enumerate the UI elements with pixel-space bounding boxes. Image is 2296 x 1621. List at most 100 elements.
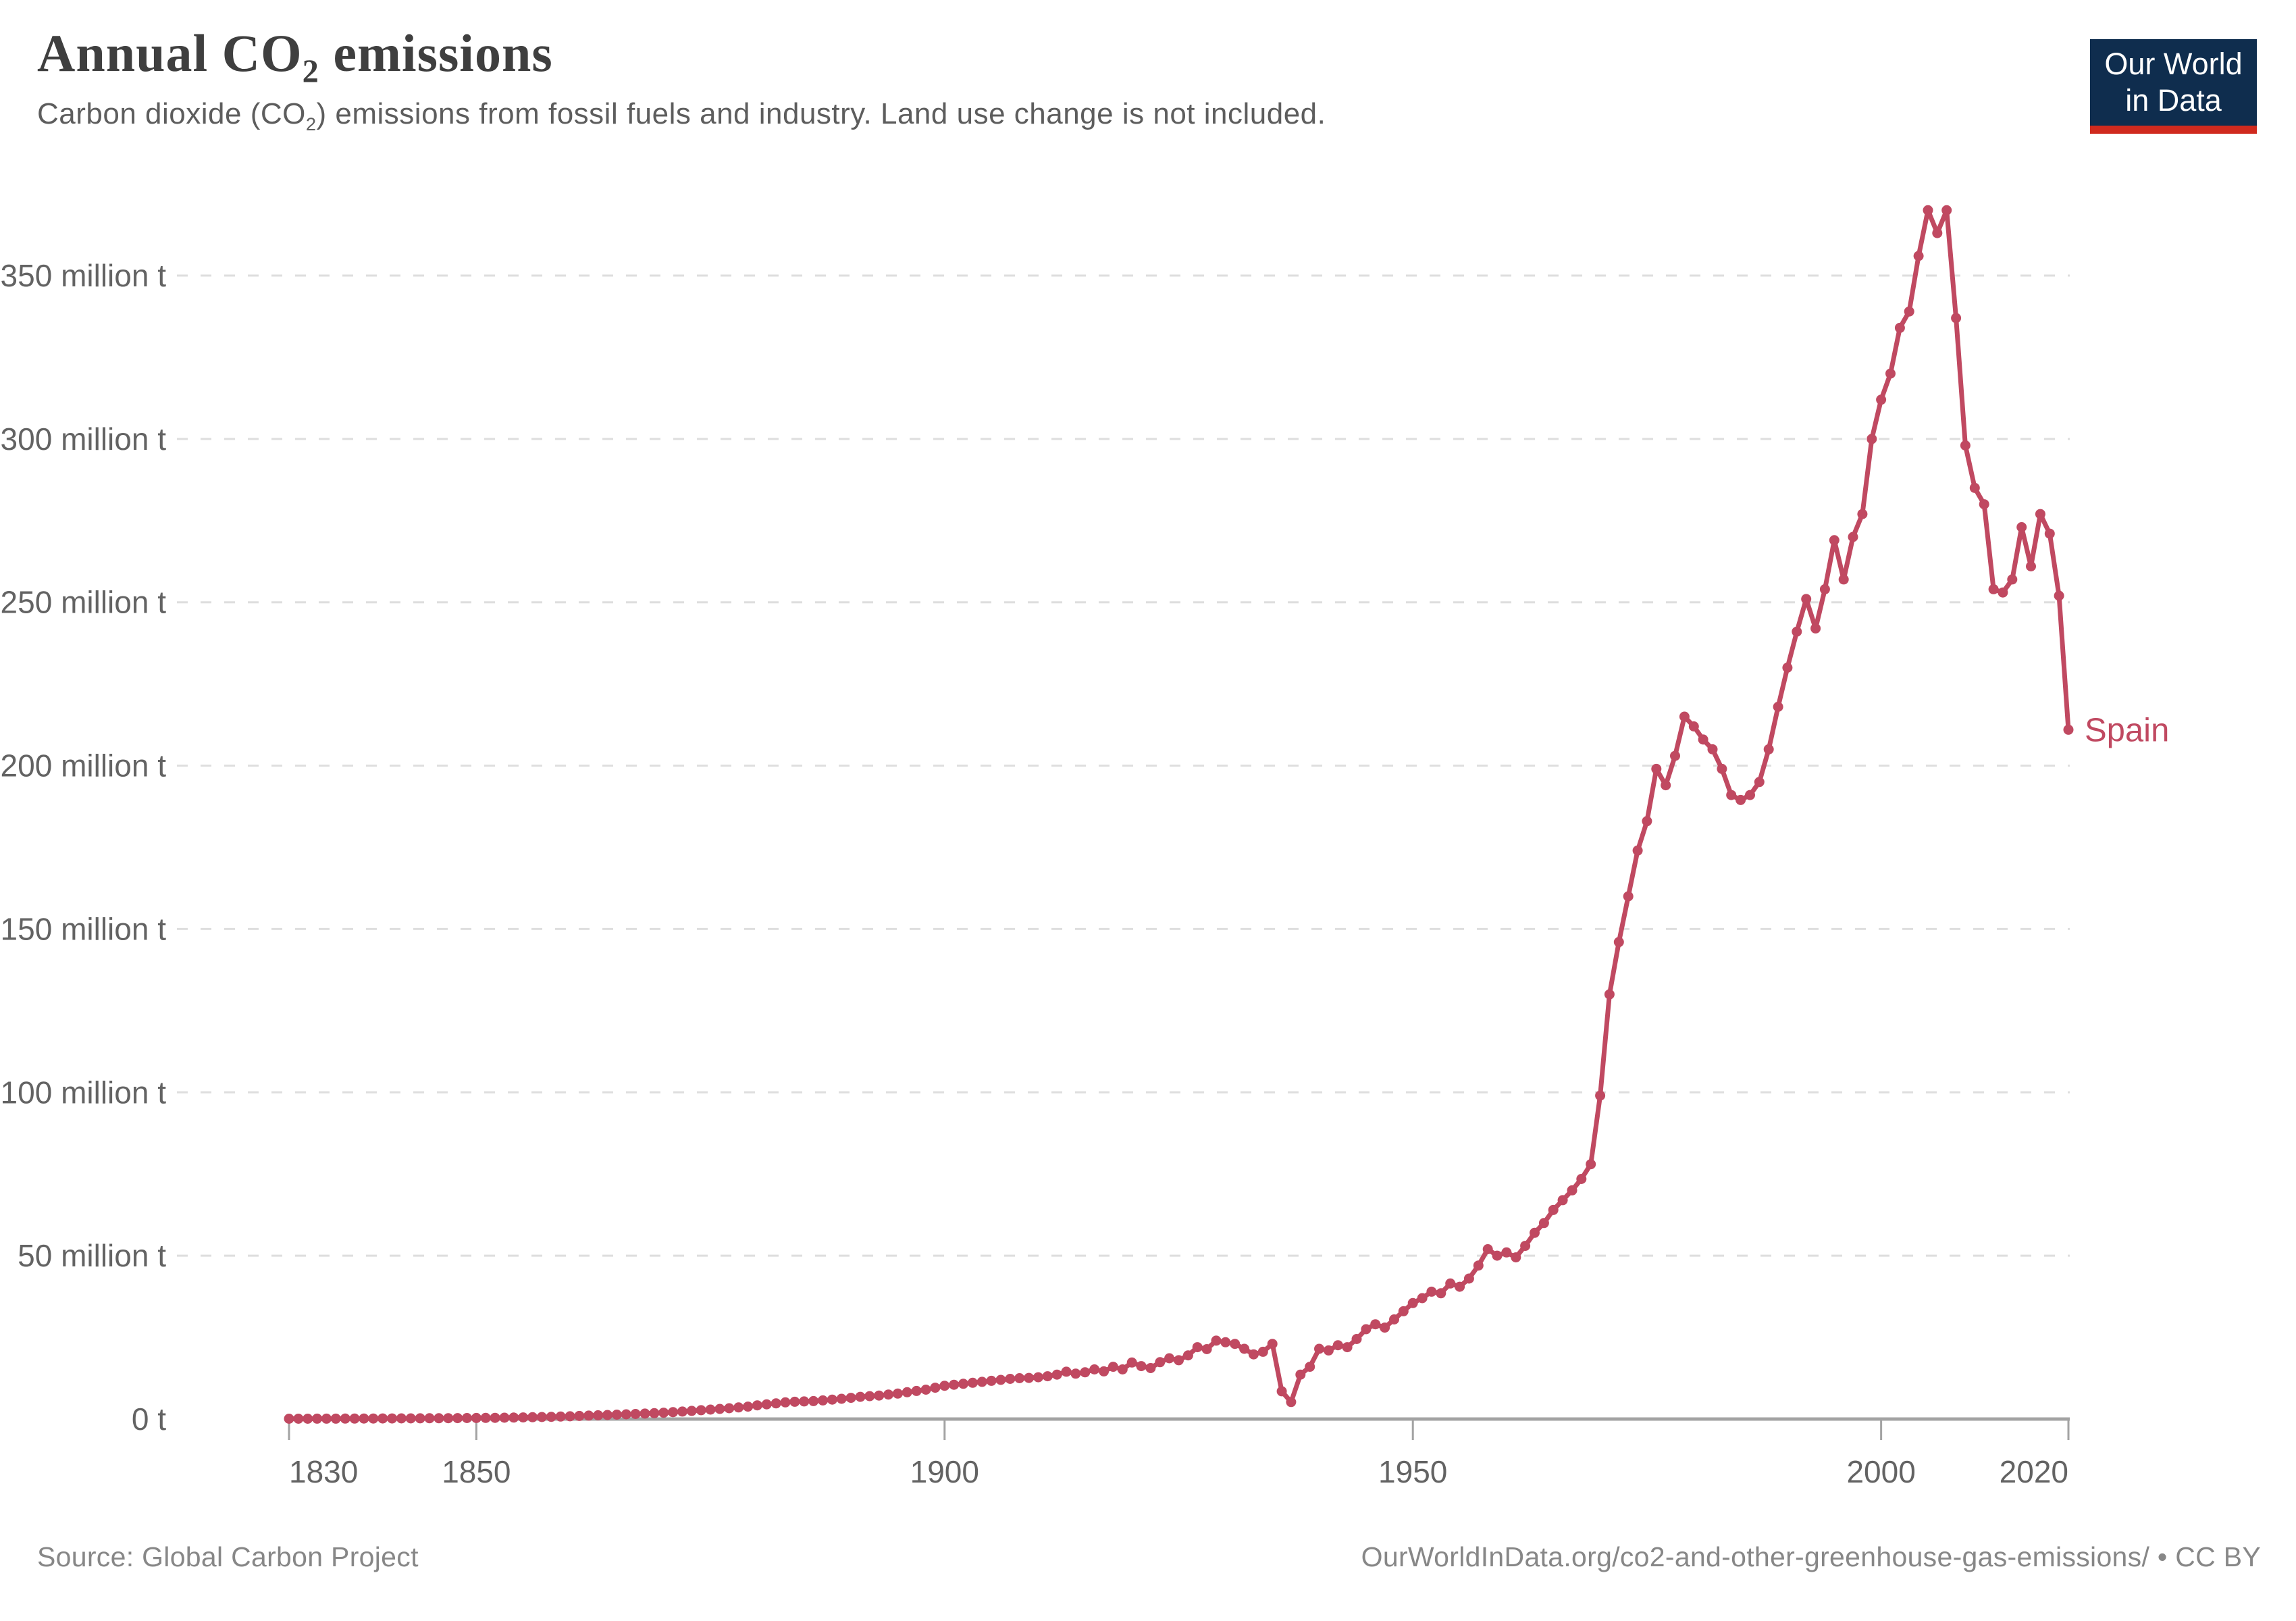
data-point bbox=[995, 1374, 1006, 1385]
data-point bbox=[480, 1412, 491, 1423]
data-point bbox=[1089, 1364, 1100, 1374]
data-point bbox=[1754, 777, 1765, 788]
data-point bbox=[2044, 528, 2055, 539]
data-point bbox=[1857, 509, 1868, 519]
y-axis-label: 50 million t bbox=[18, 1238, 166, 1273]
title-subscript: 2 bbox=[302, 53, 319, 90]
data-point bbox=[1080, 1367, 1091, 1378]
data-point bbox=[1557, 1195, 1568, 1206]
data-point bbox=[1773, 702, 1783, 712]
series-end-label: Spain bbox=[2085, 712, 2169, 748]
data-point bbox=[2063, 724, 2074, 735]
data-point bbox=[387, 1413, 398, 1424]
data-point bbox=[377, 1413, 388, 1424]
data-point bbox=[284, 1414, 294, 1424]
data-point bbox=[874, 1390, 885, 1401]
data-point bbox=[518, 1412, 529, 1423]
data-point bbox=[1670, 750, 1680, 761]
data-point bbox=[986, 1375, 997, 1386]
data-point bbox=[1661, 780, 1671, 791]
data-point bbox=[536, 1412, 547, 1422]
data-point bbox=[902, 1387, 912, 1397]
data-point bbox=[818, 1395, 828, 1406]
y-axis-label: 100 million t bbox=[1, 1075, 167, 1110]
data-point bbox=[1613, 937, 1624, 948]
data-point bbox=[462, 1413, 472, 1423]
data-point bbox=[1482, 1244, 1493, 1254]
data-point bbox=[845, 1393, 856, 1404]
data-point bbox=[1951, 313, 1962, 324]
data-point bbox=[911, 1385, 922, 1396]
data-point bbox=[883, 1389, 894, 1400]
data-point bbox=[1426, 1286, 1437, 1297]
data-point bbox=[855, 1391, 866, 1402]
data-point bbox=[1838, 574, 1849, 585]
data-point bbox=[1126, 1357, 1137, 1368]
data-point bbox=[1941, 205, 1952, 215]
data-point bbox=[1136, 1361, 1147, 1372]
data-point bbox=[1885, 368, 1896, 379]
data-point bbox=[1117, 1364, 1128, 1374]
data-point bbox=[1810, 623, 1821, 634]
data-point bbox=[1332, 1340, 1343, 1351]
data-point bbox=[1061, 1366, 1072, 1377]
data-point bbox=[724, 1403, 735, 1414]
our-world-in-data-logo: Our World in Data bbox=[2090, 39, 2257, 134]
data-point bbox=[611, 1410, 622, 1420]
data-point bbox=[630, 1409, 641, 1419]
data-point bbox=[1932, 228, 1943, 238]
data-point bbox=[1248, 1349, 1259, 1360]
data-point bbox=[920, 1385, 931, 1395]
data-point bbox=[1342, 1342, 1353, 1353]
data-point bbox=[1005, 1374, 1016, 1384]
data-point bbox=[686, 1406, 697, 1416]
data-point bbox=[1211, 1335, 1222, 1346]
data-point bbox=[1174, 1355, 1184, 1366]
data-point bbox=[1819, 584, 1830, 594]
data-point bbox=[761, 1399, 772, 1410]
data-point bbox=[1051, 1369, 1062, 1380]
license-link-text: OurWorldInData.org/co2-and-other-greenho… bbox=[1361, 1541, 2261, 1572]
subtitle-text: Carbon dioxide (CO bbox=[37, 97, 306, 130]
data-point bbox=[471, 1412, 481, 1423]
data-point bbox=[490, 1412, 500, 1423]
data-point bbox=[1014, 1373, 1025, 1383]
data-point bbox=[415, 1413, 425, 1424]
data-point bbox=[1230, 1339, 1241, 1349]
data-point bbox=[1463, 1273, 1474, 1284]
data-point bbox=[1164, 1353, 1175, 1364]
title-text: Annual CO bbox=[37, 24, 303, 82]
data-point bbox=[930, 1383, 941, 1393]
data-point bbox=[1651, 763, 1662, 774]
y-axis-label: 200 million t bbox=[1, 748, 167, 783]
data-point bbox=[508, 1412, 519, 1423]
data-point bbox=[574, 1410, 585, 1421]
data-point bbox=[1070, 1368, 1081, 1379]
spain-series-line bbox=[286, 207, 2071, 1421]
data-point bbox=[555, 1411, 566, 1422]
data-point bbox=[312, 1413, 323, 1424]
data-point bbox=[939, 1381, 950, 1391]
data-point bbox=[1904, 306, 1914, 317]
data-point bbox=[1389, 1314, 1399, 1324]
data-point bbox=[714, 1404, 725, 1414]
data-point bbox=[1107, 1362, 1118, 1372]
data-point bbox=[1024, 1372, 1035, 1383]
data-point bbox=[958, 1379, 968, 1389]
data-point bbox=[1576, 1174, 1587, 1184]
y-axis-label: 350 million t bbox=[1, 258, 167, 293]
data-point bbox=[1707, 744, 1718, 754]
subtitle-text-tail: ) emissions from fossil fuels and indust… bbox=[316, 97, 1326, 130]
data-point bbox=[1726, 790, 1737, 800]
x-axis-label: 1900 bbox=[910, 1454, 979, 1489]
data-point bbox=[789, 1396, 800, 1407]
data-point bbox=[799, 1396, 810, 1407]
data-point bbox=[1717, 763, 1727, 774]
data-point bbox=[1530, 1227, 1540, 1238]
data-point bbox=[602, 1410, 612, 1420]
y-axis-label: 0 t bbox=[132, 1401, 166, 1437]
data-point bbox=[892, 1388, 903, 1399]
data-point bbox=[424, 1413, 435, 1424]
x-axis-label: 2020 bbox=[2000, 1454, 2068, 1489]
